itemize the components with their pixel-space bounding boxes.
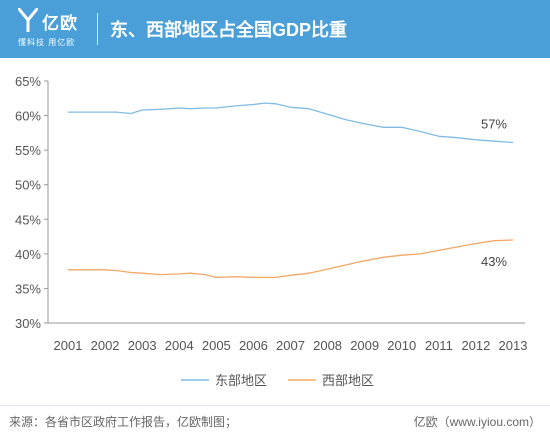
page-title: 东、西部地区占全国GDP比重 xyxy=(110,20,348,40)
series-end-label: 57% xyxy=(481,117,507,132)
x-tick-label: 2010 xyxy=(387,338,416,353)
x-tick-label: 2011 xyxy=(425,338,453,353)
x-tick-label: 2005 xyxy=(202,338,231,353)
header-banner: 亿欧 懂科技 用亿欧 东、西部地区占全国GDP比重 xyxy=(0,0,550,58)
y-tick-label: 50% xyxy=(15,178,41,193)
series-end-label: 43% xyxy=(481,254,507,269)
logo: 亿欧 懂科技 用亿欧 xyxy=(18,8,88,52)
x-tick-label: 2004 xyxy=(165,338,194,353)
x-tick-label: 2007 xyxy=(276,338,305,353)
footer-divider xyxy=(0,405,550,406)
x-tick-label: 2012 xyxy=(461,338,490,353)
yiou-logo-icon xyxy=(18,8,38,32)
line-chart: 30% 35% 40% 45% 50% 55% 60% 65% 2001 2002 2003 2004… xyxy=(15,74,528,388)
logo-subtitle: 懂科技 用亿欧 xyxy=(18,38,76,47)
series-line-west xyxy=(68,239,514,279)
legend-east-label: 东部地区 xyxy=(215,373,267,388)
y-tick-label: 65% xyxy=(15,74,41,89)
x-tick-label: 2006 xyxy=(239,338,268,353)
x-tick-label: 2013 xyxy=(499,338,528,353)
y-tick-label: 45% xyxy=(15,212,41,227)
header-divider xyxy=(97,13,98,45)
x-tick-label: 2008 xyxy=(313,338,342,353)
y-tick-label: 60% xyxy=(15,109,41,124)
x-tick-label: 2002 xyxy=(91,338,120,353)
y-tick-label: 35% xyxy=(15,281,41,296)
legend-west-label: 西部地区 xyxy=(322,373,374,388)
brand-credit: 亿欧（www.iyiou.com） xyxy=(413,415,541,429)
x-tick-label: 2003 xyxy=(128,338,157,353)
x-tick-label: 2009 xyxy=(350,338,379,353)
y-tick-label: 40% xyxy=(15,247,41,262)
y-tick-label: 30% xyxy=(15,316,41,331)
x-tick-label: 2001 xyxy=(54,338,83,353)
logo-text: 亿欧 xyxy=(42,14,78,33)
source-note: 来源：各省市区政府工作报告，亿欧制图； xyxy=(9,415,238,429)
series-line-east xyxy=(68,102,514,144)
y-tick-label: 55% xyxy=(15,143,41,158)
